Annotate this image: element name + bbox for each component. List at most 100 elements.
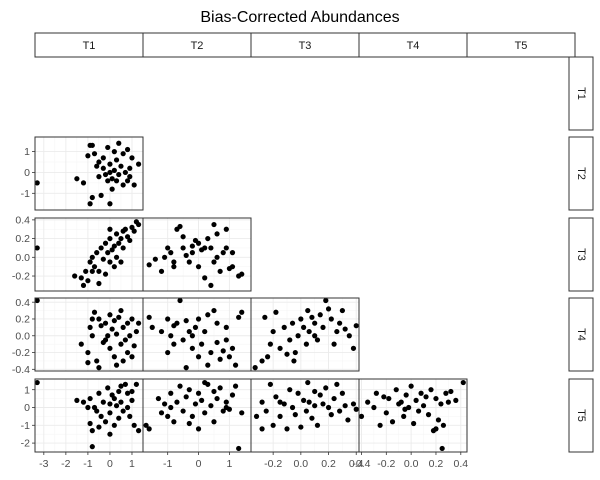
data-point <box>183 318 189 324</box>
y-tick-label: 0.2 <box>15 314 30 326</box>
data-point <box>96 174 102 180</box>
data-point <box>208 245 214 251</box>
strip-row-t2 <box>568 136 594 211</box>
data-point <box>208 349 214 356</box>
data-point <box>314 337 321 343</box>
data-point <box>96 365 102 371</box>
data-point <box>120 182 126 188</box>
data-point <box>281 401 287 407</box>
data-point <box>291 358 297 364</box>
data-point <box>34 297 40 304</box>
y-tick-label: -1 <box>21 188 30 200</box>
data-point <box>295 390 301 396</box>
data-point <box>306 399 312 405</box>
data-point <box>334 328 340 335</box>
data-point <box>211 419 217 425</box>
data-point <box>120 151 126 157</box>
data-point <box>100 256 106 262</box>
data-point <box>345 417 351 423</box>
data-point <box>202 328 208 335</box>
x-tick-label: -0.4 <box>352 458 370 470</box>
data-point <box>433 395 439 402</box>
strip-col-t2 <box>142 32 252 58</box>
data-point <box>273 309 279 315</box>
data-point <box>116 140 122 146</box>
data-point <box>96 424 102 430</box>
data-point <box>239 410 245 416</box>
data-point <box>127 237 133 244</box>
data-point <box>87 259 93 265</box>
panel-bg-t2-t3 <box>143 218 251 291</box>
data-point <box>113 157 120 163</box>
data-point <box>109 326 115 332</box>
data-point <box>120 245 126 251</box>
data-point <box>305 307 311 314</box>
data-point <box>171 259 177 265</box>
data-point <box>109 176 115 182</box>
data-point <box>350 401 357 407</box>
data-point <box>111 354 117 360</box>
data-point <box>208 282 214 288</box>
data-point <box>111 264 117 270</box>
x-tick-label: 0.0 <box>294 458 309 470</box>
data-point <box>91 264 98 270</box>
data-point <box>109 186 115 192</box>
data-point <box>386 395 392 402</box>
data-point <box>305 379 311 386</box>
panel-border-t1-t2 <box>34 136 144 211</box>
data-point <box>292 412 298 418</box>
data-point <box>78 275 84 281</box>
data-point <box>192 324 199 330</box>
x-tick-label: -0.2 <box>264 458 282 470</box>
data-point <box>111 167 117 173</box>
data-point <box>124 320 131 326</box>
data-point <box>107 401 113 407</box>
strip-col-label-t2: T2 <box>191 40 204 52</box>
data-point <box>186 259 192 265</box>
data-point <box>168 404 174 411</box>
data-point <box>174 399 180 405</box>
data-point <box>186 387 192 393</box>
data-point <box>105 333 111 339</box>
data-point <box>133 381 139 387</box>
data-point <box>135 161 142 167</box>
data-point <box>120 358 126 364</box>
data-point <box>146 314 152 320</box>
data-point <box>158 268 165 274</box>
data-point <box>107 201 113 207</box>
y-tick-label: -0.4 <box>12 364 30 376</box>
data-point <box>223 226 229 232</box>
x-tick-label: 1 <box>226 458 232 470</box>
data-point <box>314 422 321 428</box>
data-point <box>453 397 459 403</box>
strip-col-label-t4: T4 <box>407 40 420 52</box>
data-point <box>129 354 135 360</box>
data-point <box>226 354 232 360</box>
data-point <box>281 324 287 330</box>
data-point <box>408 383 414 389</box>
data-point <box>259 426 265 432</box>
data-point <box>165 316 171 322</box>
data-point <box>195 264 202 270</box>
data-point <box>87 420 93 427</box>
data-point <box>259 358 265 364</box>
data-point <box>89 428 95 434</box>
data-point <box>202 379 208 386</box>
data-point <box>111 318 117 324</box>
data-point <box>111 395 117 402</box>
data-point <box>229 345 236 351</box>
x-tick-label: -2 <box>61 458 70 470</box>
data-point <box>107 235 113 242</box>
data-point <box>155 395 162 402</box>
data-point <box>223 399 229 405</box>
data-point <box>383 410 389 416</box>
data-point <box>223 245 229 251</box>
data-point <box>309 314 315 320</box>
data-point <box>420 403 427 409</box>
data-point <box>317 392 323 398</box>
data-point <box>398 399 404 405</box>
panel-border-t4-t5 <box>358 378 468 453</box>
data-point <box>214 231 220 237</box>
y-tick-label: 1 <box>24 384 30 396</box>
data-point <box>180 245 186 251</box>
